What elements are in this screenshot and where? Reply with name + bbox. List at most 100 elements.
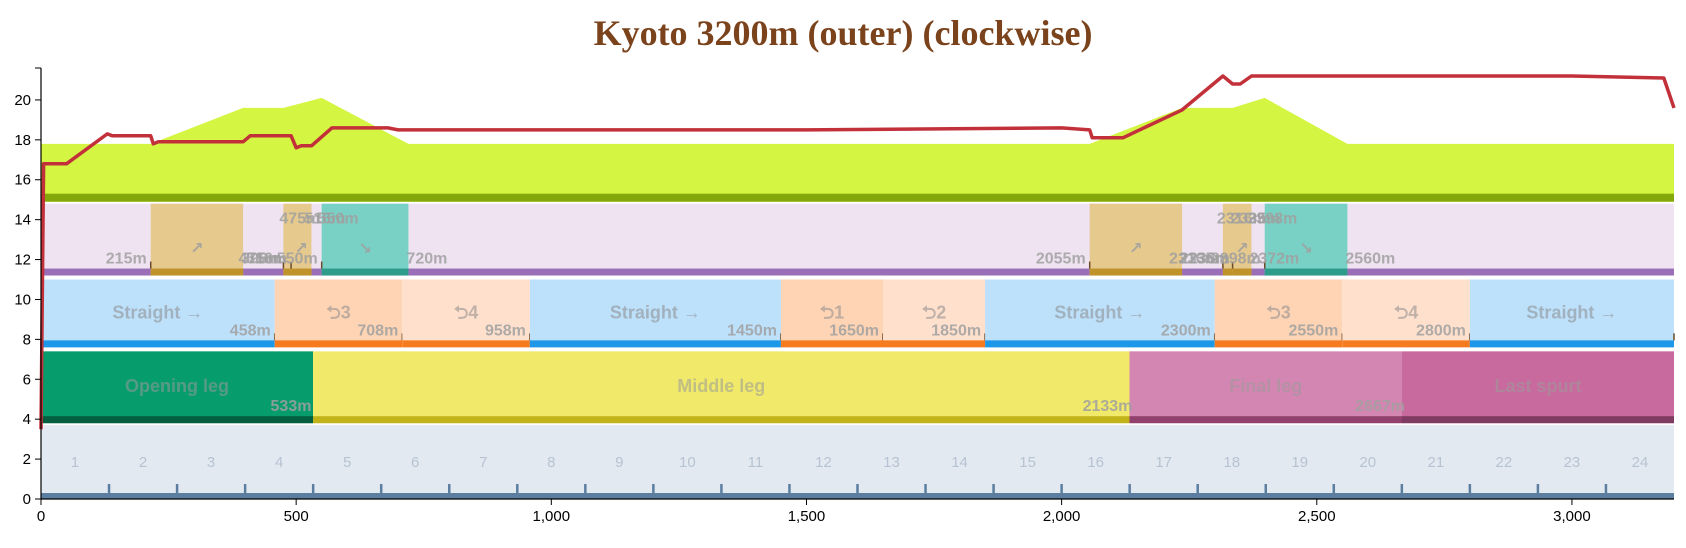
slope-segment-strip xyxy=(1264,268,1348,276)
track-section-label: Straight → xyxy=(610,302,701,322)
bands-layer xyxy=(41,97,1675,499)
track-section-strip xyxy=(985,340,1215,348)
track-section xyxy=(1469,279,1674,348)
track-end-label: 2800m xyxy=(1416,322,1466,339)
slope-segment xyxy=(283,203,292,276)
furlong-label: 7 xyxy=(479,454,487,471)
track-section-label: Straight → xyxy=(112,302,203,322)
phase-segment-strip xyxy=(41,416,313,424)
y-tick-label: 2 xyxy=(23,451,31,468)
slope-end-label: 720m xyxy=(406,251,447,268)
x-tick-label: 2,500 xyxy=(1298,508,1336,525)
y-tick-label: 0 xyxy=(23,491,31,508)
slope-start-label: 516m xyxy=(246,251,287,268)
phase-label: Final leg xyxy=(1229,376,1302,396)
furlong-label: 9 xyxy=(615,454,623,471)
phase-segment xyxy=(41,351,313,424)
track-section-strip xyxy=(41,340,275,348)
track-section-strip xyxy=(274,340,403,348)
elevation-area xyxy=(41,97,1674,202)
y-tick-label: 16 xyxy=(14,172,31,189)
furlong-label: 1 xyxy=(71,454,79,471)
x-tick-label: 3,000 xyxy=(1553,508,1591,525)
furlong-label: 10 xyxy=(679,454,696,471)
furlong-label: 3 xyxy=(207,454,215,471)
slope-arrow: ↗ xyxy=(1129,241,1142,258)
furlong-strip xyxy=(41,493,1674,499)
furlong-label: 16 xyxy=(1087,454,1104,471)
slope-arrow: ↗ xyxy=(190,241,203,258)
slope-arrow: ↗ xyxy=(1235,241,1248,258)
x-tick-label: 2,000 xyxy=(1043,508,1081,525)
phase-segment xyxy=(1129,351,1403,424)
phase-segment xyxy=(312,351,1130,424)
furlong-label: 14 xyxy=(951,454,968,471)
slope-start-label: 2316m xyxy=(1169,251,1219,268)
slope-segment-strip xyxy=(291,268,312,276)
track-section xyxy=(402,279,530,348)
phase-segment-strip xyxy=(1129,416,1403,424)
phase-end-label: 2133m xyxy=(1083,398,1133,415)
furlong-label: 8 xyxy=(547,454,555,471)
track-section-strip xyxy=(1469,340,1674,348)
track-section xyxy=(1342,279,1470,348)
y-tick-label: 6 xyxy=(23,371,31,388)
slope-segment-strip xyxy=(1089,268,1183,276)
phase-segment-strip xyxy=(312,416,1130,424)
x-tick-label: 1,000 xyxy=(533,508,571,525)
furlong-label: 13 xyxy=(883,454,900,471)
track-end-label: 1650m xyxy=(829,322,879,339)
furlong-label: 4 xyxy=(275,454,283,471)
slope-start-label: 475m xyxy=(279,211,320,228)
track-section-strip xyxy=(529,340,781,348)
track-end-label: 1450m xyxy=(727,322,777,339)
slope-segment-strip xyxy=(1222,268,1233,276)
track-section-strip xyxy=(1214,340,1343,348)
furlong-label: 22 xyxy=(1496,454,1513,471)
track-section xyxy=(780,279,884,348)
slope-end-label: 2236m xyxy=(1180,251,1230,268)
slope-band-strip xyxy=(41,268,1674,276)
track-section xyxy=(41,279,275,348)
track-section-strip xyxy=(780,340,884,348)
phase-label: Opening leg xyxy=(125,376,229,396)
track-section-label: ⮌3 xyxy=(1266,302,1290,322)
phase-end-label: 533m xyxy=(271,398,312,415)
track-end-label: 458m xyxy=(230,322,271,339)
track-section xyxy=(529,279,781,348)
slope-start-label: 2398m xyxy=(1247,211,1297,228)
slope-segment-strip xyxy=(1232,268,1252,276)
speed-line-layer xyxy=(39,74,1676,430)
slope-segment xyxy=(1232,203,1252,276)
slope-start-label: 2335m xyxy=(1179,251,1229,268)
slope-arrow: ↘ xyxy=(1299,241,1312,258)
slope-start-label: 2335m xyxy=(1231,211,1281,228)
slope-arrow: ↗ xyxy=(295,241,308,258)
slope-segment-strip xyxy=(283,268,292,276)
y-tick-label: 14 xyxy=(14,212,31,229)
phase-label: Middle leg xyxy=(677,376,765,396)
elevation-strip xyxy=(41,193,1674,202)
slope-band-bg xyxy=(41,203,1674,276)
track-section-label: Straight → xyxy=(1054,302,1145,322)
track-end-label: 958m xyxy=(485,322,526,339)
furlong-label: 15 xyxy=(1019,454,1036,471)
furlong-label: 2 xyxy=(139,454,147,471)
track-end-label: 2300m xyxy=(1161,322,1211,339)
slope-segment xyxy=(1264,203,1348,276)
slope-start-label: 2055m xyxy=(1036,251,1086,268)
track-section xyxy=(274,279,403,348)
phase-label: Last spurt xyxy=(1494,376,1581,396)
track-section-label: ⮌4 xyxy=(454,302,478,322)
slope-segment xyxy=(1222,203,1233,276)
slope-start-label: 215m xyxy=(106,251,147,268)
y-tick-label: 18 xyxy=(14,132,31,149)
slope-start-label: 516m xyxy=(304,211,345,228)
furlong-label: 23 xyxy=(1564,454,1581,471)
furlong-label: 6 xyxy=(411,454,419,471)
track-end-label: 708m xyxy=(357,322,398,339)
